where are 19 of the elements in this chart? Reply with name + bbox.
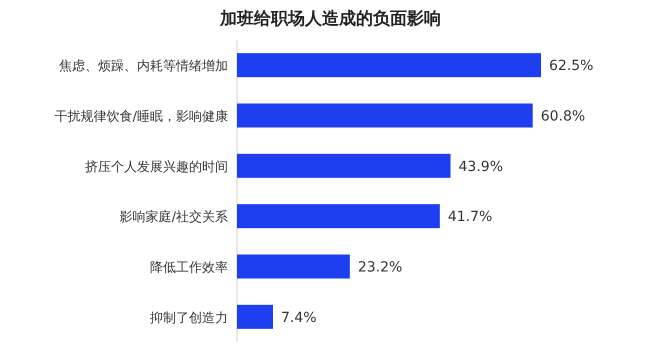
data-label: 23.2% — [358, 260, 402, 276]
bar — [237, 53, 541, 78]
data-label: 60.8% — [540, 108, 586, 124]
data-label: 62.5% — [549, 58, 594, 74]
bar — [237, 254, 350, 278]
bar — [237, 304, 273, 329]
bar — [237, 154, 451, 178]
y-tick-label: 焦虑、烦躁、内耗等情绪增加 — [59, 59, 228, 74]
y-tick-label: 降低工作效率 — [150, 260, 228, 276]
data-label: 41.7% — [448, 209, 492, 226]
chart-title: 加班给职场人造成的负面影响 — [219, 9, 441, 29]
y-tick-label: 抑制了创造力 — [150, 310, 228, 326]
y-tick-label: 影响家庭/社交关系 — [120, 209, 228, 226]
bar — [237, 204, 440, 228]
data-label: 43.9% — [458, 158, 504, 175]
bar — [237, 104, 533, 128]
y-tick-label: 挤压个人发展兴趣的时间 — [85, 160, 228, 175]
data-label: 7.4% — [280, 310, 317, 326]
y-tick-label: 干扰规律饮食/睡眠，影响健康 — [54, 110, 228, 124]
